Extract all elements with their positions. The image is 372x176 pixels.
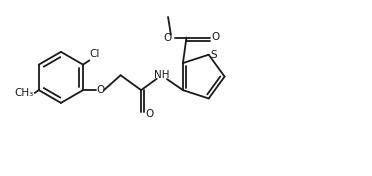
Text: O: O: [146, 109, 154, 119]
Text: O: O: [163, 33, 171, 43]
Text: S: S: [211, 50, 217, 60]
Text: O: O: [96, 85, 104, 95]
Text: Cl: Cl: [90, 49, 100, 59]
Text: NH: NH: [154, 70, 169, 80]
Text: CH₃: CH₃: [15, 88, 34, 98]
Text: O: O: [211, 32, 219, 42]
